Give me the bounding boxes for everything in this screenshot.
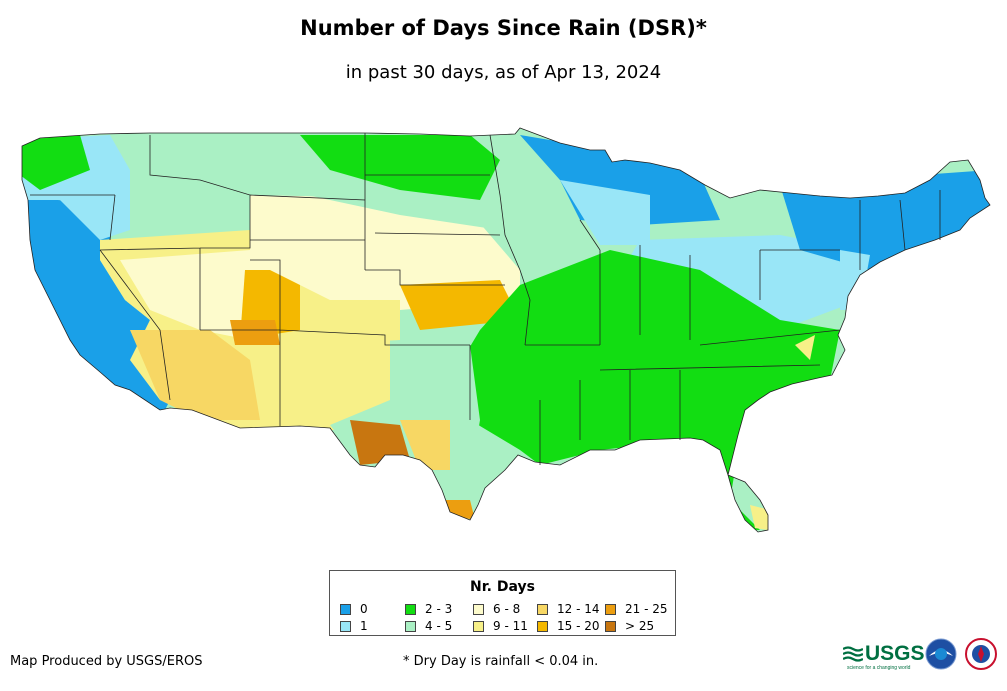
map-title: Number of Days Since Rain (DSR)* (300, 16, 707, 40)
legend-item: > 25 (605, 619, 654, 633)
usgs-wave-icon (843, 646, 863, 662)
usgs-tagline: science for a changing world (847, 665, 911, 671)
legend-label: 15 - 20 (557, 619, 600, 633)
legend-swatch (405, 603, 416, 615)
legend: Nr. Days 0 1 2 - 3 4 - 5 6 - 8 9 - 11 12… (329, 570, 676, 636)
usgs-logo: USGS (843, 642, 925, 666)
legend-label: > 25 (625, 619, 655, 633)
map-credit: Map Produced by USGS/EROS (10, 654, 203, 669)
legend-item: 15 - 20 (537, 619, 600, 633)
legend-swatch (537, 603, 548, 615)
legend-swatch (537, 620, 548, 632)
legend-label: 0 (360, 602, 368, 616)
legend-swatch (405, 620, 416, 632)
legend-swatch (605, 620, 616, 632)
nws-seal-icon (965, 638, 997, 670)
legend-swatch (473, 620, 484, 632)
legend-item: 4 - 5 (405, 619, 452, 633)
legend-swatch (340, 603, 351, 615)
legend-label: 4 - 5 (425, 619, 453, 633)
legend-item: 12 - 14 (537, 602, 600, 616)
dry-day-footnote: * Dry Day is rainfall < 0.04 in. (403, 654, 599, 669)
legend-item: 6 - 8 (473, 602, 520, 616)
us-dsr-map (21, 127, 991, 533)
legend-item: 2 - 3 (405, 602, 452, 616)
legend-swatch (340, 620, 351, 632)
legend-item: 21 - 25 (605, 602, 668, 616)
legend-item: 9 - 11 (473, 619, 528, 633)
map-subtitle: in past 30 days, as of Apr 13, 2024 (345, 62, 662, 83)
legend-label: 2 - 3 (425, 602, 453, 616)
noaa-seal-icon (925, 638, 957, 670)
legend-label: 12 - 14 (557, 602, 600, 616)
state-borders (21, 127, 991, 533)
legend-label: 9 - 11 (493, 619, 528, 633)
legend-swatch (605, 603, 616, 615)
legend-title: Nr. Days (470, 579, 535, 595)
agency-logos: USGS science for a changing world (843, 636, 1003, 676)
legend-swatch (473, 603, 484, 615)
usgs-wordmark: USGS (865, 642, 925, 665)
legend-item: 1 (340, 619, 368, 633)
legend-label: 21 - 25 (625, 602, 668, 616)
legend-label: 6 - 8 (493, 602, 521, 616)
legend-item: 0 (340, 602, 368, 616)
legend-label: 1 (360, 619, 368, 633)
